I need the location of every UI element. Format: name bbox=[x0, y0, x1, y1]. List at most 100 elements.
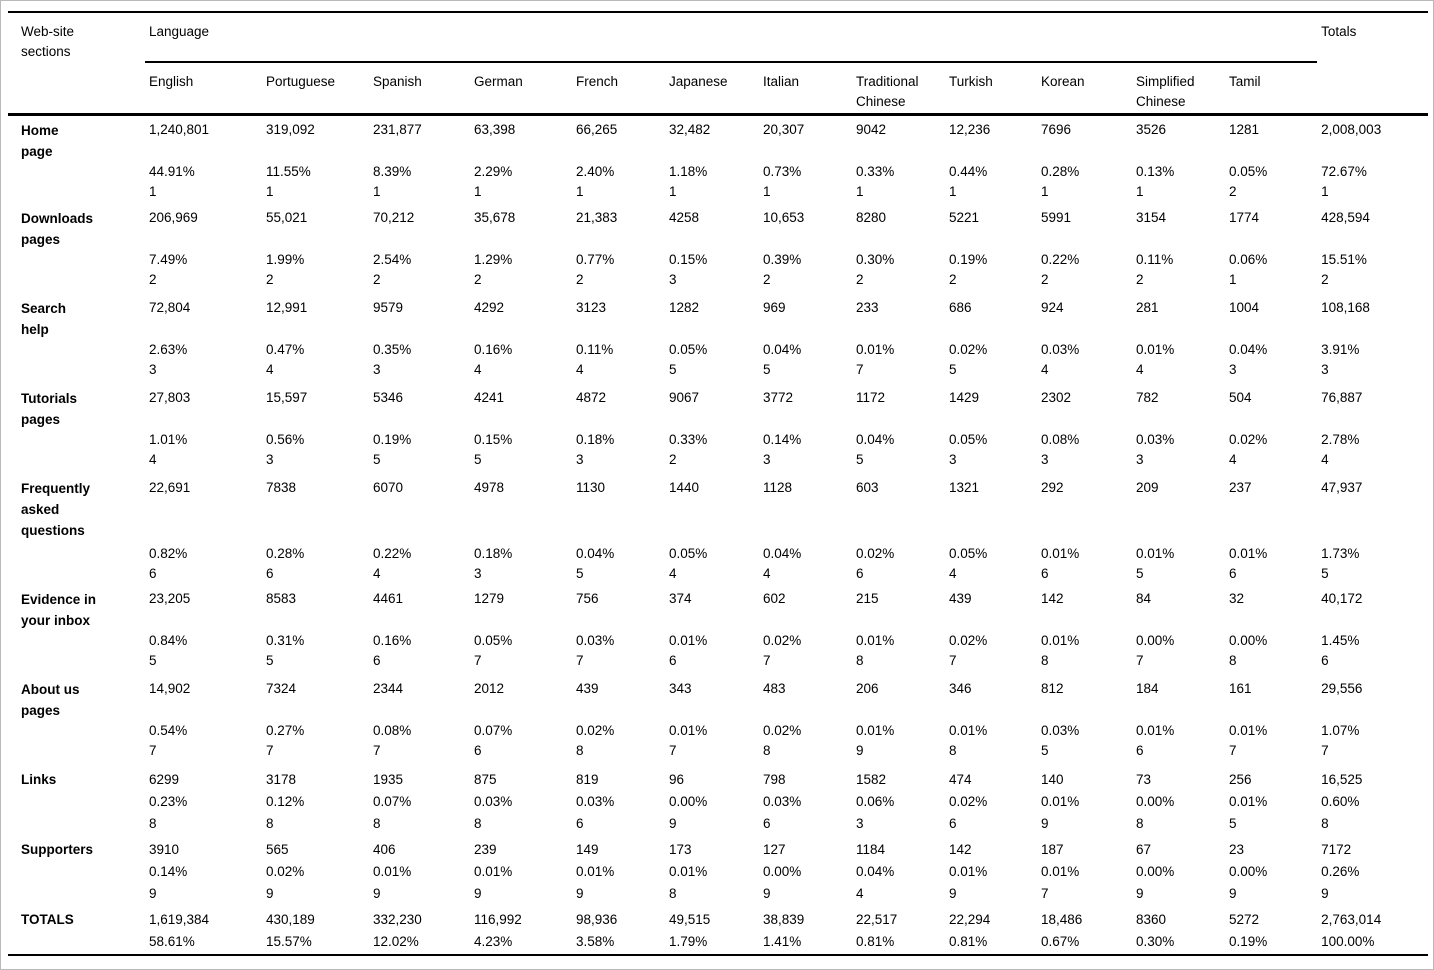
cell-percent: 1.41% bbox=[763, 934, 802, 949]
cell-spacer bbox=[474, 699, 570, 721]
cell-count: 161 bbox=[1229, 681, 1252, 696]
cell-italian: 3772 0.14% 3 bbox=[759, 384, 852, 474]
cell-count: 343 bbox=[669, 681, 692, 696]
cell-count: 6070 bbox=[373, 480, 404, 495]
cell-percent: 0.01% bbox=[669, 723, 708, 738]
cell-spacer bbox=[1229, 318, 1315, 340]
cell-count: 428,594 bbox=[1321, 210, 1370, 225]
cell-percent: 0.02% bbox=[763, 723, 802, 738]
cell-percent: 0.02% bbox=[949, 794, 988, 809]
cell-spacer bbox=[1229, 408, 1315, 430]
cell-percent: 0.19% bbox=[949, 252, 988, 267]
cell-spacer bbox=[1229, 498, 1315, 544]
cell-percent: 0.05% bbox=[1229, 163, 1268, 179]
cell-spacer bbox=[1229, 140, 1315, 162]
cell-spacer bbox=[266, 228, 367, 250]
cell-percent: 0.00% bbox=[763, 864, 802, 879]
cell-percent: 0.23% bbox=[149, 794, 188, 809]
cell-spacer bbox=[763, 228, 850, 250]
cell-spacer bbox=[1041, 408, 1130, 430]
cell-japanese: 343 0.01% 7 bbox=[665, 675, 759, 765]
cell-percent: 44.91% bbox=[149, 163, 195, 179]
cell-spacer bbox=[149, 408, 260, 430]
cell-traditional-chinese: 1184 0.04% 4 bbox=[852, 835, 945, 905]
cell-count: 3526 bbox=[1136, 121, 1167, 137]
cell-japanese: 4258 0.15% 3 bbox=[665, 204, 759, 294]
cell-count: 2302 bbox=[1041, 390, 1072, 405]
cell-count: 4241 bbox=[474, 390, 505, 405]
cell-count: 1281 bbox=[1229, 121, 1260, 137]
totals-column-header: Totals bbox=[1321, 24, 1357, 39]
cell-percent: 0.01% bbox=[1136, 546, 1175, 561]
cell-french: 819 0.03% 6 bbox=[572, 765, 665, 835]
cell-count: 3123 bbox=[576, 300, 607, 315]
cell-percent: 0.01% bbox=[474, 864, 513, 879]
cell-traditional-chinese: 603 0.02% 6 bbox=[852, 474, 945, 585]
cell-count: 4461 bbox=[373, 591, 404, 606]
cell-spacer bbox=[1041, 318, 1130, 340]
column-header-spanish: Spanish bbox=[373, 74, 422, 89]
cell-percent: 0.03% bbox=[474, 794, 513, 809]
cell-portuguese: 319,092 11.55% 1 bbox=[262, 114, 369, 204]
cell-rank: 9 bbox=[763, 886, 771, 901]
cell-spacer bbox=[576, 699, 663, 721]
cell-percent: 3.58% bbox=[576, 934, 615, 949]
cell-percent: 0.03% bbox=[576, 633, 615, 648]
cell-rank: 7 bbox=[669, 743, 677, 758]
cell-rank: 8 bbox=[669, 886, 677, 901]
cell-count: 1282 bbox=[669, 300, 700, 315]
cell-rank: 2 bbox=[1136, 272, 1144, 287]
cell-percent: 15.51% bbox=[1321, 252, 1367, 267]
cell-portuguese: 55,021 1.99% 2 bbox=[262, 204, 369, 294]
cell-percent: 0.02% bbox=[266, 864, 305, 879]
cell-count: 3772 bbox=[763, 390, 794, 405]
cell-spacer bbox=[266, 609, 367, 631]
cell-traditional-chinese: 233 0.01% 7 bbox=[852, 294, 945, 384]
cell-percent: 0.56% bbox=[266, 432, 305, 447]
cell-percent: 0.07% bbox=[373, 794, 412, 809]
cell-percent: 0.05% bbox=[474, 633, 513, 648]
cell-simplified-chinese: 67 0.00% 9 bbox=[1132, 835, 1225, 905]
cell-spacer bbox=[576, 408, 663, 430]
cell-spacer bbox=[149, 699, 260, 721]
cell-spanish: 5346 0.19% 5 bbox=[369, 384, 470, 474]
cell-rank: 2 bbox=[1229, 183, 1237, 199]
cell-percent: 0.19% bbox=[1229, 934, 1268, 949]
cell-simplified-chinese: 73 0.00% 8 bbox=[1132, 765, 1225, 835]
cell-rank: 1 bbox=[576, 183, 584, 199]
cell-count: 1935 bbox=[373, 772, 404, 787]
cell-rank: 6 bbox=[576, 816, 584, 831]
cell-percent: 0.01% bbox=[1041, 633, 1080, 648]
cell-spacer bbox=[474, 498, 570, 544]
cell-korean: 140 0.01% 9 bbox=[1037, 765, 1132, 835]
cell-percent: 0.08% bbox=[1041, 432, 1080, 447]
cell-spanish: 6070 0.22% 4 bbox=[369, 474, 470, 585]
cell-spanish: 9579 0.35% 3 bbox=[369, 294, 470, 384]
cell-rank: 1 bbox=[1136, 183, 1144, 199]
cell-rank: 2 bbox=[763, 272, 771, 287]
cell-traditional-chinese: 9042 0.33% 1 bbox=[852, 114, 945, 204]
cell-spacer bbox=[266, 408, 367, 430]
cell-spacer bbox=[763, 609, 850, 631]
cell-count: 215 bbox=[856, 591, 879, 606]
cell-spacer bbox=[474, 318, 570, 340]
cell-count: 96 bbox=[669, 772, 685, 787]
cell-rank: 5 bbox=[266, 653, 274, 668]
cell-count: 149 bbox=[576, 842, 599, 857]
cell-rank: 5 bbox=[669, 362, 677, 377]
cell-portuguese: 565 0.02% 9 bbox=[262, 835, 369, 905]
cell-rank: 4 bbox=[856, 886, 864, 901]
cell-total: 2,763,014 100.00% bbox=[1317, 905, 1428, 955]
cell-count: 4292 bbox=[474, 300, 505, 315]
cell-percent: 0.01% bbox=[1136, 342, 1175, 357]
cell-count: 7324 bbox=[266, 681, 297, 696]
cell-tamil: 23 0.00% 9 bbox=[1225, 835, 1317, 905]
cell-count: 8280 bbox=[856, 210, 887, 225]
row-label: Frequently asked questions bbox=[21, 481, 91, 538]
cell-total: 7172 0.26% 9 bbox=[1317, 835, 1428, 905]
cell-tamil: 1281 0.05% 2 bbox=[1225, 114, 1317, 204]
cell-rank: 8 bbox=[1041, 653, 1049, 668]
cell-percent: 0.01% bbox=[1229, 546, 1268, 561]
cell-percent: 7.49% bbox=[149, 252, 188, 267]
cell-rank: 3 bbox=[949, 452, 957, 467]
